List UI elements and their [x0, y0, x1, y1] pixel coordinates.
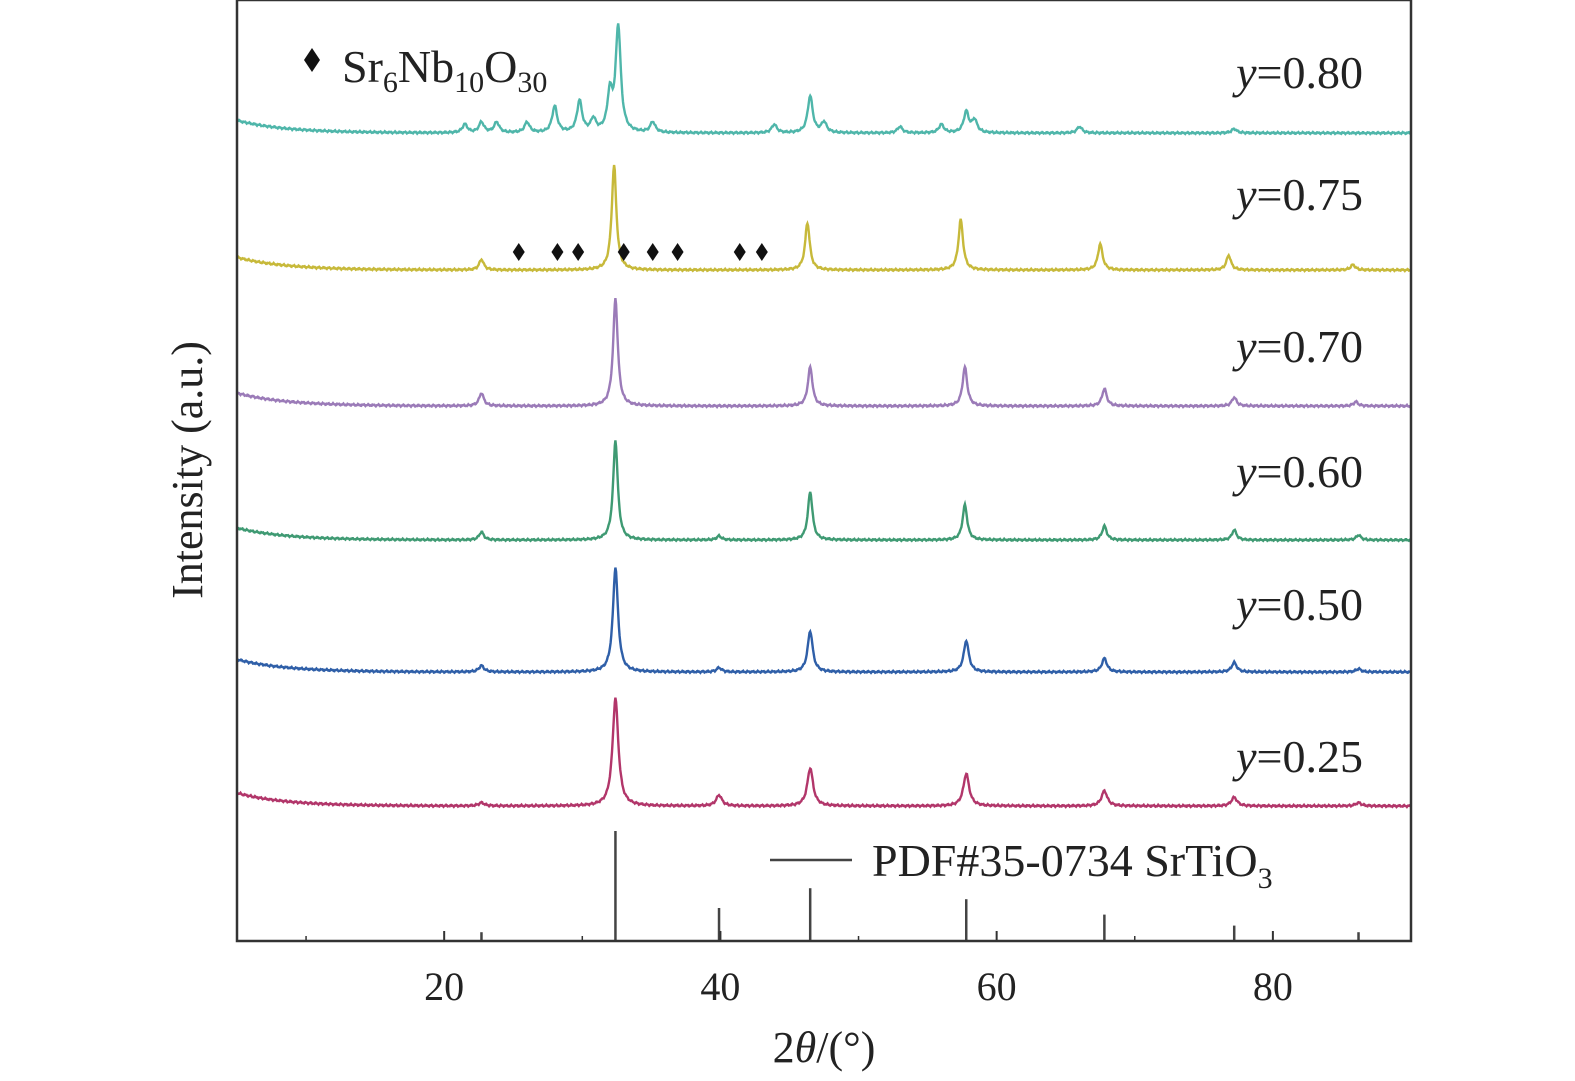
diamond-marker-icon: [304, 48, 320, 72]
legend-reference-label: PDF#35-0734 SrTiO3: [872, 835, 1273, 895]
impurity-marker: [572, 243, 585, 261]
impurity-markers: [512, 243, 768, 261]
impurity-marker: [617, 243, 630, 261]
series-label: y=0.80: [1232, 47, 1363, 98]
y-axis-label: Intensity (a.u.): [163, 341, 212, 599]
series-line: [236, 23, 1412, 136]
impurity-marker: [671, 243, 684, 261]
impurity-marker: [733, 243, 746, 261]
series-label: y=0.75: [1232, 169, 1363, 220]
series-label: y=0.70: [1232, 321, 1363, 372]
impurity-marker: [755, 243, 768, 261]
impurity-marker: [551, 243, 564, 261]
series-line: [236, 567, 1412, 675]
x-tick-label: 60: [977, 964, 1017, 1009]
x-axis-label: 2θ/(°): [773, 1023, 876, 1072]
legend-impurity: Sr6Nb10O30: [304, 41, 547, 99]
impurity-marker: [646, 243, 659, 261]
legend-reference: PDF#35-0734 SrTiO3: [770, 835, 1273, 895]
plot-frame: [235, 0, 1413, 943]
x-axis-ticks: 20 40 60 80: [305, 931, 1412, 1009]
legend-impurity-label: Sr6Nb10O30: [342, 41, 547, 99]
reference-peaks: [480, 831, 1360, 941]
series-label: y=0.25: [1232, 731, 1363, 782]
x-tick-label: 20: [424, 964, 464, 1009]
series-label: y=0.60: [1232, 446, 1363, 497]
series-line: [236, 297, 1413, 410]
x-tick-label: 80: [1253, 964, 1293, 1009]
series-curves: [236, 23, 1413, 809]
series-label: y=0.50: [1232, 579, 1363, 630]
series-line: [236, 697, 1413, 809]
x-tick-label: 40: [700, 964, 740, 1009]
series-line: [236, 164, 1412, 273]
series-labels: y=0.80 y=0.75 y=0.70 y=0.60 y=0.50 y=0.25: [1232, 47, 1363, 782]
impurity-marker: [512, 243, 525, 261]
series-line: [236, 440, 1412, 543]
